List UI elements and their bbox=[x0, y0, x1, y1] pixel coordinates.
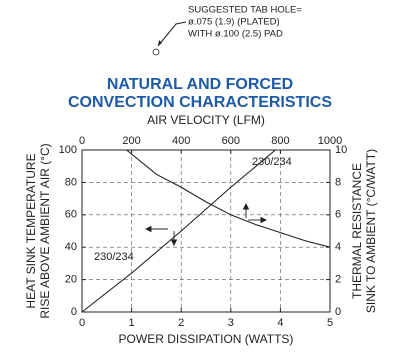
annotation: WITH ø.100 (2.5) PAD bbox=[188, 29, 283, 40]
x2-tick-label: 400 bbox=[172, 135, 190, 147]
y-tick-label: 60 bbox=[65, 209, 77, 221]
plot-frame bbox=[81, 149, 331, 313]
curve bbox=[126, 149, 331, 248]
y2-label: SINK TO AMBIENT (°C/WATT) bbox=[364, 149, 378, 313]
y2-label: THERMAL RESISTANCE bbox=[350, 163, 364, 299]
y2-tick-label: 6 bbox=[335, 209, 341, 221]
y-tick-label: 0 bbox=[71, 306, 77, 318]
series-label: 230/234 bbox=[252, 156, 292, 168]
y2-tick-label: 8 bbox=[335, 176, 341, 188]
x-tick-label: 1 bbox=[129, 317, 135, 329]
y-label: HEAT SINK TEMPERATURE bbox=[24, 153, 38, 308]
x-tick-label: 5 bbox=[327, 317, 333, 329]
chart-title: NATURAL AND FORCED bbox=[107, 76, 293, 93]
chart-title: CONVECTION CHARACTERISTICS bbox=[68, 94, 332, 111]
y2-tick-label: 4 bbox=[335, 241, 341, 253]
direction-arrows bbox=[144, 202, 268, 247]
y2-tick-label: 0 bbox=[335, 306, 341, 318]
series-label: 230/234 bbox=[94, 251, 134, 263]
x-tick-label: 3 bbox=[228, 317, 234, 329]
y2-tick-label: 2 bbox=[335, 274, 341, 286]
x-tick-label: 4 bbox=[277, 317, 283, 329]
y-tick-label: 40 bbox=[65, 241, 77, 253]
tab-hole bbox=[152, 48, 160, 56]
y-tick-label: 20 bbox=[65, 274, 77, 286]
y-label: RISE ABOVE AMBIENT AIR (°C) bbox=[38, 143, 52, 318]
annotation: ø.075 (1.9) (PLATED) bbox=[188, 17, 280, 28]
curve bbox=[81, 149, 276, 313]
x2-tick-label: 1000 bbox=[318, 135, 342, 147]
x2-tick-label: 600 bbox=[222, 135, 240, 147]
x2-tick-label: 200 bbox=[122, 135, 140, 147]
y-tick-label: 100 bbox=[59, 144, 77, 156]
x2-tick-label: 0 bbox=[79, 135, 85, 147]
y-tick-label: 80 bbox=[65, 176, 77, 188]
leader bbox=[157, 21, 187, 47]
x2-label: AIR VELOCITY (LFM) bbox=[147, 113, 265, 127]
annotation: SUGGESTED TAB HOLE= bbox=[188, 5, 302, 16]
x-tick-label: 0 bbox=[79, 317, 85, 329]
x-label: POWER DISSIPATION (WATTS) bbox=[119, 332, 294, 346]
x2-tick-label: 800 bbox=[271, 135, 289, 147]
arrow-head bbox=[158, 40, 162, 46]
y2-tick-label: 10 bbox=[335, 144, 347, 156]
x-tick-label: 2 bbox=[178, 317, 184, 329]
